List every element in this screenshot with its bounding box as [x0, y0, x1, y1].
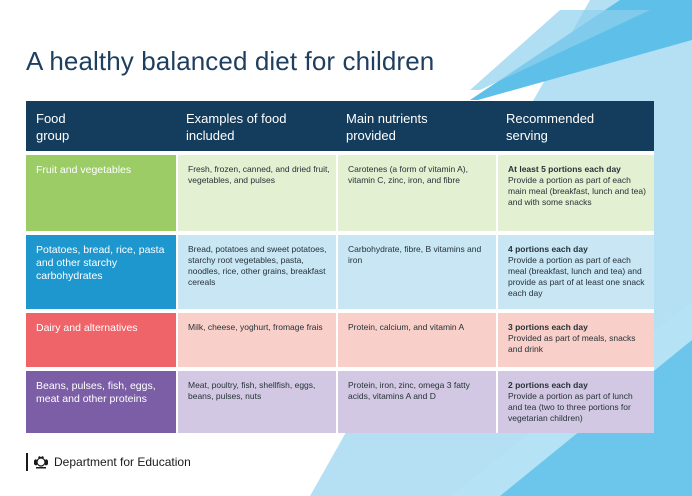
nutrients-cell: Protein, iron, zinc, omega 3 fatty acids… [336, 371, 496, 433]
serving-detail: Provide a portion as part of lunch and t… [508, 391, 633, 423]
nutrients-cell: Carbohydrate, fibre, B vitamins and iron [336, 235, 496, 309]
table-header: Food group Examples of food included Main … [26, 101, 654, 155]
page-title: A healthy balanced diet for children [26, 46, 435, 76]
examples-cell: Milk, cheese, yoghurt, fromage frais [176, 313, 336, 367]
serving-title: 4 portions each day [508, 244, 588, 254]
table-row: Beans, pulses, fish, eggs, meat and othe… [26, 371, 654, 433]
header-food-group: Food group [36, 111, 70, 143]
table-row: Fruit and vegetables Fresh, frozen, cann… [26, 155, 654, 235]
royal-crest-icon [34, 456, 48, 469]
examples-cell: Meat, poultry, fish, shellfish, eggs, be… [176, 371, 336, 433]
bg-shape-dark-band [470, 0, 692, 100]
table-row: Dairy and alternatives Milk, cheese, yog… [26, 313, 654, 371]
food-group-cell: Potatoes, bread, rice, pasta and other s… [26, 235, 176, 309]
serving-cell: 2 portions each day Provide a portion as… [496, 371, 654, 433]
serving-title: 2 portions each day [508, 380, 588, 390]
food-group-cell: Fruit and vegetables [26, 155, 176, 231]
examples-cell: Fresh, frozen, canned, and dried fruit, … [176, 155, 336, 231]
serving-cell: 3 portions each day Provided as part of … [496, 313, 654, 367]
serving-cell: 4 portions each day Provide a portion as… [496, 235, 654, 309]
nutrients-cell: Protein, calcium, and vitamin A [336, 313, 496, 367]
serving-title: At least 5 portions each day [508, 164, 621, 174]
nutrients-cell: Carotenes (a form of vitamin A), vitamin… [336, 155, 496, 231]
footer-divider [26, 453, 28, 471]
serving-title: 3 portions each day [508, 322, 588, 332]
serving-detail: Provide a portion as part of each meal (… [508, 255, 645, 298]
header-serving: Recommended serving [506, 111, 595, 143]
serving-cell: At least 5 portions each day Provide a p… [496, 155, 654, 231]
serving-detail: Provided as part of meals, snacks and dr… [508, 333, 636, 354]
department-name: Department for Education [54, 455, 191, 469]
bg-shape-light-band [470, 10, 650, 90]
header-examples: Examples of food included [186, 111, 287, 143]
table-row: Potatoes, bread, rice, pasta and other s… [26, 235, 654, 313]
footer: Department for Education [26, 453, 191, 471]
food-group-cell: Dairy and alternatives [26, 313, 176, 367]
diet-table: Food group Examples of food included Main … [26, 101, 654, 433]
food-group-cell: Beans, pulses, fish, eggs, meat and othe… [26, 371, 176, 433]
examples-cell: Bread, potatoes and sweet potatoes, star… [176, 235, 336, 309]
header-nutrients: Main nutrients provided [346, 111, 428, 143]
serving-detail: Provide a portion as part of each main m… [508, 175, 646, 207]
